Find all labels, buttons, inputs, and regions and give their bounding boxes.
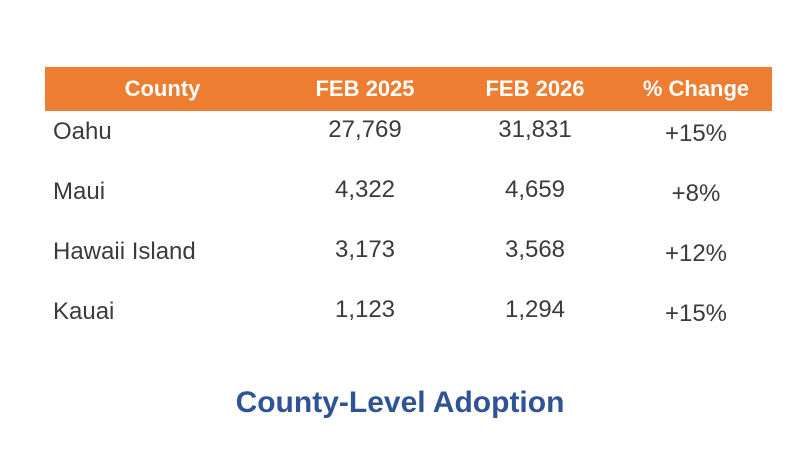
cell-county: Maui xyxy=(53,178,106,205)
table-row-kauai: Kauai 1,123 1,294 +15% xyxy=(45,291,772,351)
table-row-hawaii-island: Hawaii Island 3,173 3,568 +12% xyxy=(45,231,772,291)
table-header-row: County FEB 2025 FEB 2026 % Change xyxy=(45,67,772,111)
cell-pct-change: +15% xyxy=(664,300,728,327)
cell-feb2025: 3,173 xyxy=(334,236,396,263)
cell-county: Kauai xyxy=(53,298,115,325)
cell-pct-change: +12% xyxy=(664,240,728,267)
cell-pct-change: +15% xyxy=(664,120,728,147)
cell-feb2025: 4,322 xyxy=(334,176,396,203)
cell-feb2026: 1,294 xyxy=(504,296,566,323)
cell-feb2025: 1,123 xyxy=(334,296,396,323)
table-row-maui: Maui 4,322 4,659 +8% xyxy=(45,171,772,231)
cell-feb2026: 4,659 xyxy=(504,176,566,203)
cell-feb2026: 31,831 xyxy=(498,116,572,143)
county-adoption-table: County FEB 2025 FEB 2026 % Change Oahu 2… xyxy=(45,67,772,351)
slide-title: County-Level Adoption xyxy=(235,386,565,419)
cell-pct-change: +8% xyxy=(671,180,721,207)
column-header-pct-change: % Change xyxy=(642,76,750,101)
cell-feb2025: 27,769 xyxy=(328,116,402,143)
table-row-oahu: Oahu 27,769 31,831 +15% xyxy=(45,111,772,171)
cell-county: Hawaii Island xyxy=(53,238,196,265)
column-header-county: County xyxy=(124,76,201,101)
cell-county: Oahu xyxy=(53,118,112,145)
column-header-feb2025: FEB 2025 xyxy=(315,76,415,101)
column-header-feb2026: FEB 2026 xyxy=(485,76,585,101)
cell-feb2026: 3,568 xyxy=(504,236,566,263)
